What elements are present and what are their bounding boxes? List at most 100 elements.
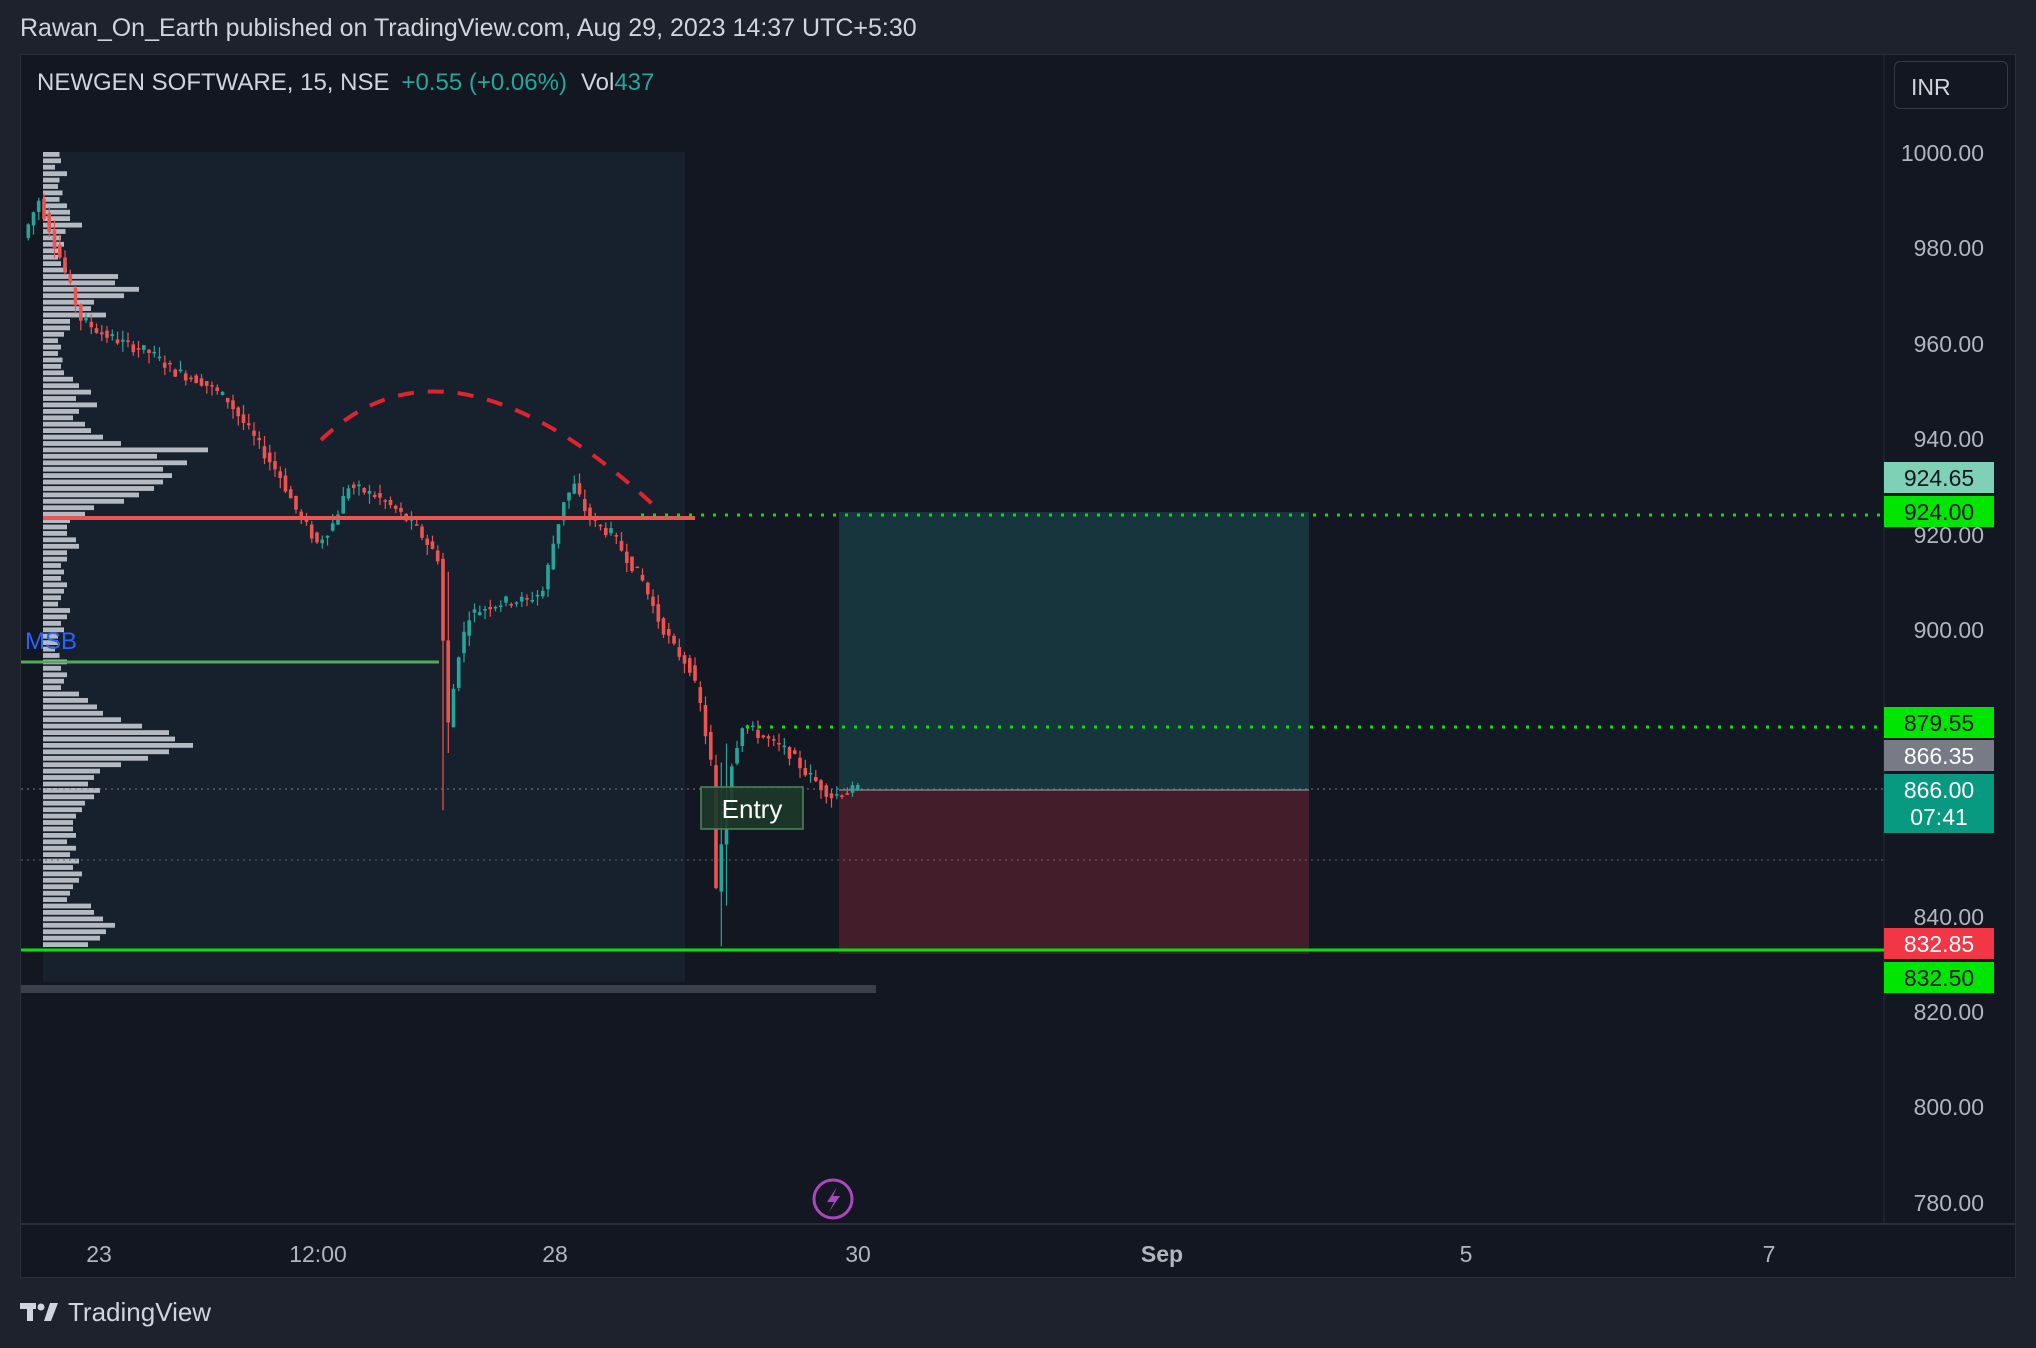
- candle-body: [740, 728, 745, 746]
- candle-body: [635, 566, 640, 569]
- volume-profile-bar: [43, 421, 85, 427]
- candle-body: [483, 609, 487, 611]
- currency-button[interactable]: INR: [1894, 61, 2008, 109]
- volume-profile-bar: [43, 845, 76, 851]
- candle-body: [819, 780, 823, 791]
- volume-profile-bar: [43, 312, 106, 318]
- candle-body: [703, 705, 708, 737]
- chart-panel[interactable]: MSB Entry 1000.00 980.00 960.00 940.00 9…: [20, 54, 2016, 1278]
- candle-body: [273, 461, 277, 470]
- candle-body: [498, 605, 503, 607]
- volume-profile-bar: [43, 203, 67, 209]
- volume-profile-bar: [43, 710, 103, 716]
- volume-profile-bar: [43, 370, 64, 376]
- candle-body: [693, 665, 697, 681]
- chart-canvas[interactable]: MSB Entry 1000.00 980.00 960.00 940.00 9…: [21, 55, 2016, 1278]
- candle-body: [808, 772, 813, 775]
- volume-profile-bar: [43, 646, 55, 652]
- tradingview-brand[interactable]: TradingView: [20, 1297, 211, 1328]
- candle-body: [761, 735, 766, 738]
- candle-body: [803, 768, 808, 776]
- candle-body: [58, 244, 62, 258]
- candle-body: [105, 330, 109, 338]
- volume-profile-bar: [43, 627, 64, 633]
- volume-profile-bar: [43, 576, 61, 581]
- candle-body: [850, 785, 855, 793]
- candle-body: [131, 344, 136, 353]
- volume-profile-bar: [43, 653, 60, 658]
- candle-body: [225, 398, 230, 403]
- volume-profile-bar: [43, 826, 73, 832]
- candle-body: [115, 339, 120, 344]
- volume-profile-bar: [43, 505, 94, 511]
- candle-body: [100, 332, 104, 335]
- candle-body: [346, 488, 351, 499]
- price-tick: 980.00: [1914, 235, 1984, 261]
- candle-body: [257, 437, 261, 441]
- candle-body: [162, 362, 167, 368]
- candle-body: [630, 556, 634, 572]
- candle-body: [598, 524, 603, 527]
- tradingview-logo-icon: [20, 1302, 58, 1321]
- price-axis[interactable]: 1000.00 980.00 960.00 940.00 920.00 900.…: [1901, 140, 1984, 1216]
- time-axis[interactable]: 23 12:00 28 30 Sep 5 7: [86, 1241, 1775, 1267]
- volume-profile-bar: [43, 755, 148, 761]
- candle-body: [509, 604, 513, 606]
- candle-body: [420, 526, 424, 538]
- candle-body: [89, 321, 94, 328]
- bar-countdown-label: 07:41: [1910, 804, 1968, 830]
- volume-profile-bar: [43, 511, 85, 517]
- symbol-legend[interactable]: NEWGEN SOFTWARE, 15, NSE +0.55 (+0.06%) Vo…: [37, 69, 654, 97]
- candle-body: [604, 527, 608, 536]
- candle-body: [383, 500, 387, 502]
- volume-profile-bar: [43, 556, 67, 562]
- candle-body: [777, 743, 781, 745]
- volume-profile-bar: [43, 839, 67, 845]
- volume-profile-bar: [43, 486, 154, 491]
- analysis-region: [43, 152, 685, 982]
- volume-profile-bar: [43, 871, 82, 877]
- volume-profile-bar: [43, 415, 73, 421]
- candle-body: [451, 688, 456, 728]
- lightning-icon[interactable]: [812, 1178, 854, 1220]
- candle-body: [667, 629, 671, 636]
- candle-body: [782, 745, 787, 748]
- candle-body: [446, 640, 450, 723]
- candle-body: [199, 378, 204, 386]
- candle-body: [378, 493, 382, 498]
- candle-body: [294, 496, 298, 510]
- time-tick: 28: [542, 1241, 568, 1267]
- candle-body: [441, 558, 445, 641]
- volume-profile-bar: [43, 788, 100, 793]
- candle-body: [462, 631, 466, 654]
- entry-label-box[interactable]: [700, 786, 804, 830]
- candle-body: [682, 655, 687, 664]
- volume-profile-bar: [43, 344, 61, 350]
- symbol-name: NEWGEN SOFTWARE, 15, NSE: [37, 69, 390, 96]
- volume-profile-bar: [43, 717, 121, 723]
- volume-profile-bar: [43, 768, 100, 774]
- candle-body: [698, 687, 703, 703]
- time-tick: 7: [1763, 1241, 1776, 1267]
- volume-profile-bar: [43, 402, 97, 408]
- candle-body: [278, 471, 282, 478]
- candle-body: [63, 257, 67, 272]
- stop-zone: [839, 790, 1309, 954]
- volume-profile-bar: [43, 865, 73, 870]
- volume-profile-bar: [43, 357, 63, 363]
- volume-profile-bar: [43, 492, 139, 498]
- candle-body: [824, 785, 829, 797]
- volume-profile-bar: [43, 184, 58, 189]
- candle-body: [661, 618, 666, 635]
- volume-profile-bar: [43, 775, 94, 780]
- volume-profile-bar: [43, 922, 115, 928]
- last-price-badge: [1884, 740, 1994, 771]
- candle-body: [52, 230, 57, 248]
- volume-profile-bar: [43, 177, 60, 183]
- candle-body: [677, 647, 682, 657]
- candle-body: [246, 423, 251, 426]
- volume-label: Vol: [580, 69, 615, 96]
- volume-profile-bar: [43, 364, 61, 369]
- volume-profile-bar: [43, 942, 88, 947]
- candle-body: [472, 609, 477, 613]
